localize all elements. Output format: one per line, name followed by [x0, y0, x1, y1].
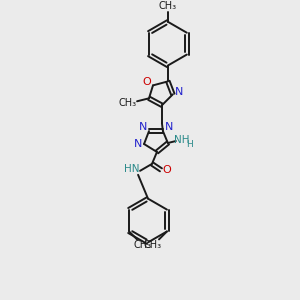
Text: HN: HN [124, 164, 140, 174]
Text: CH₃: CH₃ [134, 240, 152, 250]
Text: CH₃: CH₃ [118, 98, 136, 108]
Text: N: N [139, 122, 147, 132]
Text: O: O [142, 77, 152, 87]
Text: O: O [163, 165, 171, 175]
Text: NH: NH [174, 135, 190, 145]
Text: N: N [175, 87, 183, 97]
Text: N: N [134, 139, 142, 149]
Text: N: N [165, 122, 173, 132]
Text: H: H [186, 140, 193, 148]
Text: CH₃: CH₃ [144, 240, 162, 250]
Text: CH₃: CH₃ [159, 1, 177, 11]
